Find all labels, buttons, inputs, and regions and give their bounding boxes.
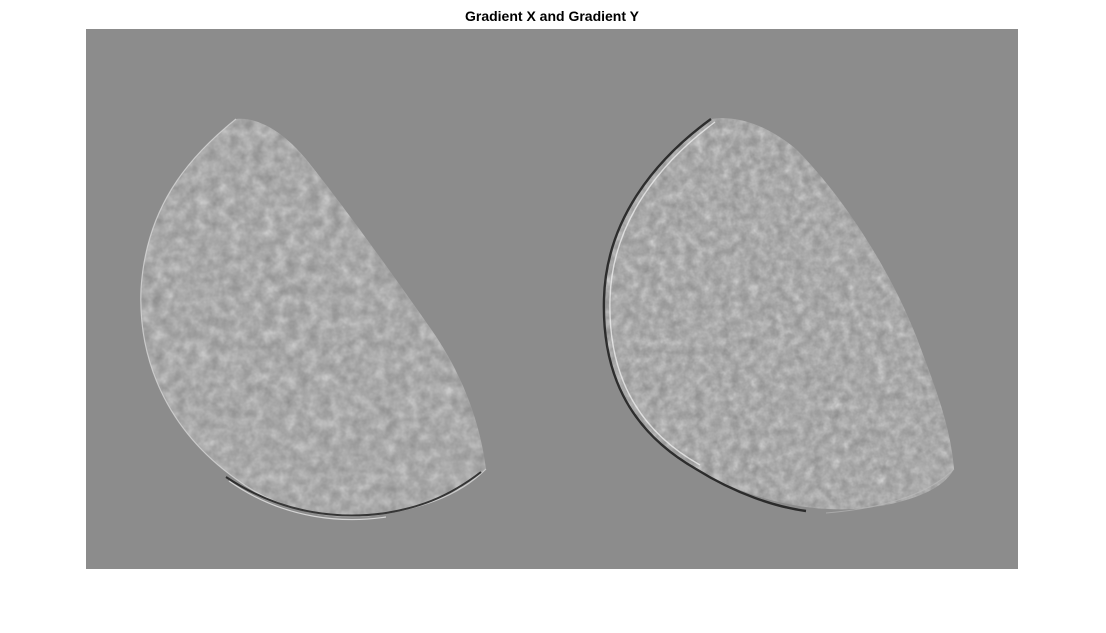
gradient-y-moon — [602, 118, 955, 514]
figure-title: Gradient X and Gradient Y — [464, 8, 639, 24]
image-axes — [86, 29, 1018, 569]
gradient-x-moon — [140, 118, 487, 521]
gradient-montage-image — [86, 29, 1018, 569]
